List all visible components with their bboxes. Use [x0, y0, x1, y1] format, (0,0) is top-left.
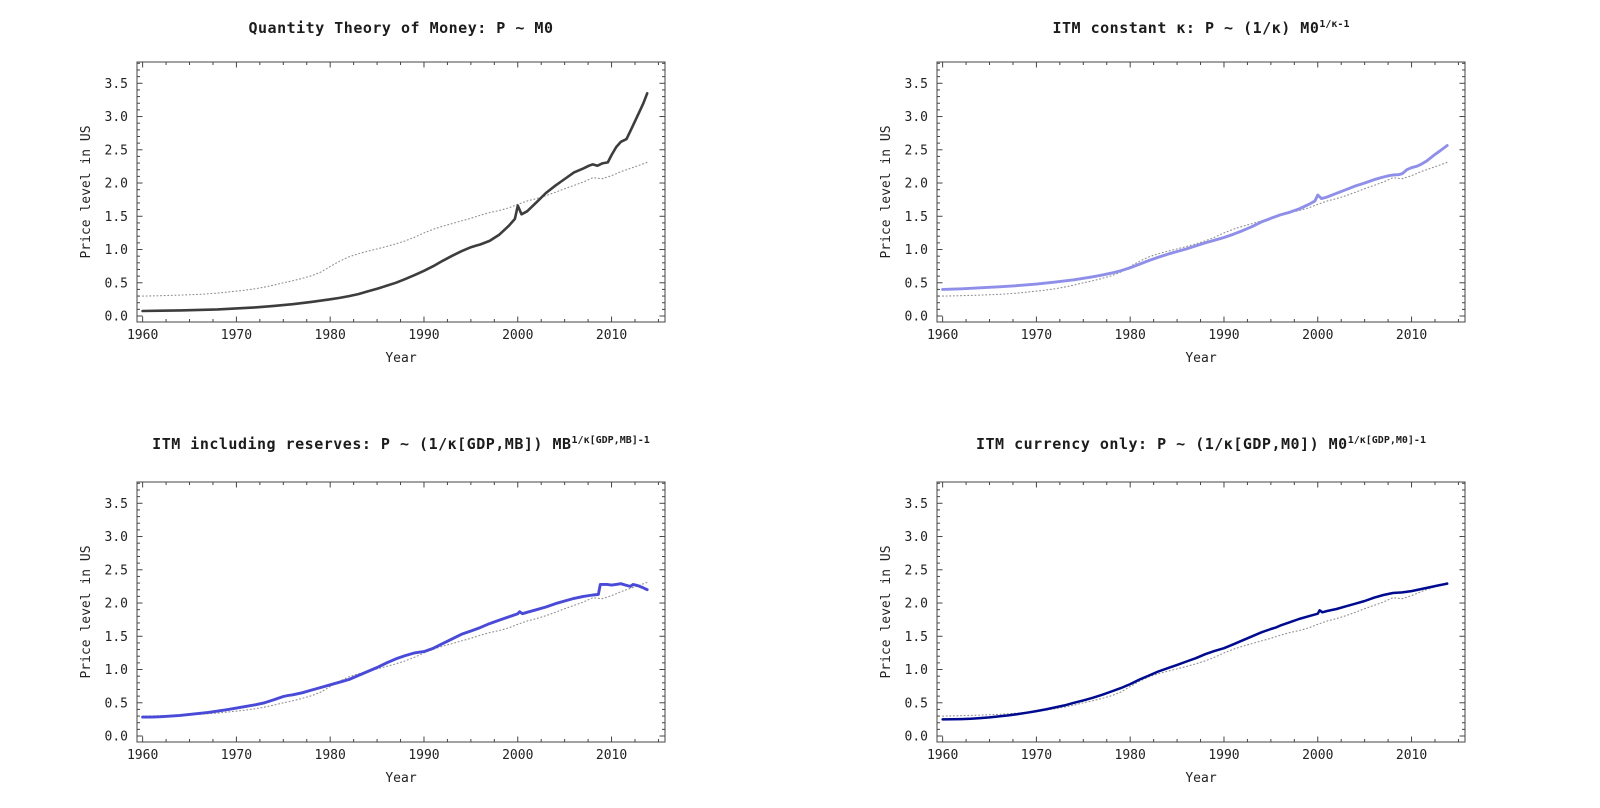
- chart-title: ITM including reserves: P ~ (1/κ[GDP,MB]…: [117, 435, 685, 453]
- y-tick-label: 3.5: [905, 77, 928, 92]
- chart-title: ITM currency only: P ~ (1/κ[GDP,M0]) M01…: [917, 435, 1485, 453]
- y-tick-label: 1.0: [905, 663, 928, 678]
- y-tick-label: 3.0: [105, 530, 128, 545]
- xaxis-label: Year: [1185, 351, 1216, 366]
- y-tick-label: 1.0: [105, 663, 128, 678]
- chart-panel-itm-constant-kappa: ITM constant κ: P ~ (1/κ) M01/κ-1 1960 19…: [800, 0, 1600, 404]
- y-tick-label: 0.5: [905, 276, 928, 291]
- chart-panel-itm-reserves: ITM including reserves: P ~ (1/κ[GDP,MB]…: [0, 404, 800, 808]
- x-tick-label: 1990: [408, 748, 439, 763]
- y-tick-label: 2.5: [905, 143, 928, 158]
- x-tick-label: 1980: [1115, 748, 1146, 763]
- x-tick-label: 1970: [221, 328, 252, 343]
- series-observed-price-level: [142, 161, 648, 297]
- y-tick-label: 0.0: [905, 310, 928, 325]
- y-tick-label: 1.0: [905, 243, 928, 258]
- y-tick-label: 1.5: [905, 210, 928, 225]
- x-tick-label: 2000: [502, 748, 533, 763]
- series-observed-price-level: [942, 161, 1448, 297]
- xaxis-label: Year: [1185, 771, 1216, 786]
- x-tick-label: 1970: [221, 748, 252, 763]
- x-tick-label: 1990: [408, 328, 439, 343]
- plot-frame: [136, 61, 666, 323]
- x-tick-label: 1970: [1021, 328, 1052, 343]
- y-tick-label: 0.5: [905, 696, 928, 711]
- y-tick-label: 3.5: [105, 497, 128, 512]
- x-tick-label: 2010: [1396, 748, 1427, 763]
- yaxis-label: Price level in US: [79, 125, 94, 258]
- yaxis-label: Price level in US: [79, 545, 94, 678]
- series-model-quantity-theory-M0: [141, 92, 649, 313]
- x-tick-label: 1960: [127, 328, 158, 343]
- chart-title-exponent: 1/κ[GDP,MB]-1: [571, 435, 650, 446]
- y-tick-label: 0.0: [905, 730, 928, 745]
- series-model-ITM-reserves-MB: [141, 582, 649, 719]
- y-tick-label: 2.0: [905, 177, 928, 192]
- y-tick-label: 3.0: [105, 110, 128, 125]
- chart-title-text: ITM currency only: P ~ (1/κ[GDP,M0]) M0: [976, 435, 1348, 453]
- y-tick-label: 3.0: [905, 110, 928, 125]
- y-tick-label: 3.0: [905, 530, 928, 545]
- x-tick-label: 1980: [315, 328, 346, 343]
- series-observed-price-level: [942, 581, 1448, 717]
- x-tick-label: 2010: [1396, 328, 1427, 343]
- series-observed-price-level: [142, 581, 648, 717]
- y-tick-label: 2.0: [905, 597, 928, 612]
- chart-title-exponent: 1/κ-1: [1319, 19, 1350, 30]
- x-tick-label: 2000: [502, 328, 533, 343]
- x-tick-label: 2010: [596, 328, 627, 343]
- series-model-ITM-constant-kappa: [941, 144, 1449, 291]
- y-tick-label: 1.5: [105, 210, 128, 225]
- y-tick-label: 1.5: [105, 630, 128, 645]
- chart-title-text: ITM including reserves: P ~ (1/κ[GDP,MB]…: [152, 435, 572, 453]
- y-tick-label: 0.5: [105, 276, 128, 291]
- chart-title-text: Quantity Theory of Money: P ~ M0: [248, 19, 554, 37]
- y-tick-label: 2.0: [105, 177, 128, 192]
- x-tick-label: 1980: [1115, 328, 1146, 343]
- chart-title-text: ITM constant κ: P ~ (1/κ) M0: [1052, 19, 1320, 37]
- plot-frame: [136, 481, 666, 743]
- y-tick-label: 0.0: [105, 730, 128, 745]
- chart-svg-itm-constant-kappa: 1960 1970 1980 1990 2000 2010 0.0 0.5 1.0 1.5 2.0 2…: [879, 61, 1466, 366]
- plot-frame: [936, 61, 1466, 323]
- y-tick-label: 2.0: [105, 597, 128, 612]
- chart-panel-quantity-theory: Quantity Theory of Money: P ~ M0 1960 197…: [0, 0, 800, 404]
- chart-title: Quantity Theory of Money: P ~ M0: [117, 19, 685, 37]
- x-tick-label: 1960: [927, 328, 958, 343]
- y-tick-label: 0.5: [105, 696, 128, 711]
- chart-svg-itm-currency-only: 1960 1970 1980 1990 2000 2010 0.0 0.5 1.0 1.5 2.0 2…: [879, 481, 1466, 786]
- yaxis-label: Price level in US: [879, 125, 894, 258]
- y-tick-label: 3.5: [905, 497, 928, 512]
- series-model-ITM-currency-M0: [941, 582, 1449, 721]
- y-tick-label: 2.5: [905, 563, 928, 578]
- x-tick-label: 2010: [596, 748, 627, 763]
- y-tick-label: 0.0: [105, 310, 128, 325]
- chart-svg-itm-reserves: 1960 1970 1980 1990 2000 2010 0.0 0.5 1.0 1.5 2.0 2…: [79, 481, 666, 786]
- x-tick-label: 1980: [315, 748, 346, 763]
- chart-title-exponent: 1/κ[GDP,M0]-1: [1347, 435, 1426, 446]
- x-tick-label: 1960: [927, 748, 958, 763]
- y-tick-label: 1.0: [105, 243, 128, 258]
- y-tick-label: 2.5: [105, 563, 128, 578]
- plot-frame: [936, 481, 1466, 743]
- y-tick-label: 3.5: [105, 77, 128, 92]
- xaxis-label: Year: [385, 771, 416, 786]
- chart-svg-quantity-theory: 1960 1970 1980 1990 2000 2010 0.0 0.5 1.0 1.5 2.0 2…: [79, 61, 666, 366]
- y-tick-label: 1.5: [905, 630, 928, 645]
- y-tick-label: 2.5: [105, 143, 128, 158]
- x-tick-label: 1990: [1208, 748, 1239, 763]
- chart-panel-itm-currency-only: ITM currency only: P ~ (1/κ[GDP,M0]) M01…: [800, 404, 1600, 808]
- chart-title: ITM constant κ: P ~ (1/κ) M01/κ-1: [917, 19, 1485, 37]
- x-tick-label: 2000: [1302, 328, 1333, 343]
- x-tick-label: 1960: [127, 748, 158, 763]
- x-tick-label: 2000: [1302, 748, 1333, 763]
- x-tick-label: 1990: [1208, 328, 1239, 343]
- x-tick-label: 1970: [1021, 748, 1052, 763]
- xaxis-label: Year: [385, 351, 416, 366]
- yaxis-label: Price level in US: [879, 545, 894, 678]
